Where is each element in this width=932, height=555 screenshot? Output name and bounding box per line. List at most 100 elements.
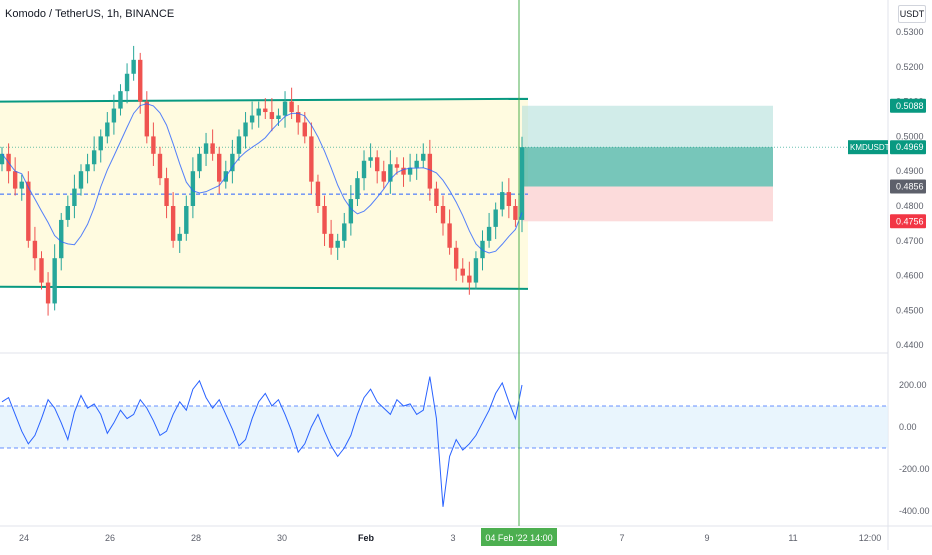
candle-body	[407, 167, 413, 175]
candle-body	[111, 108, 117, 123]
current-price-badge-symbol: KMDUSDT	[850, 143, 890, 152]
candle-body	[355, 178, 360, 200]
candle-body	[296, 112, 301, 123]
candle-body	[315, 181, 321, 206]
candle-body	[39, 258, 44, 283]
candle-body	[493, 209, 498, 227]
time-axis-label: 7	[619, 533, 624, 543]
candle-body	[59, 219, 64, 259]
candle-body	[184, 206, 189, 234]
candle-body	[144, 101, 150, 137]
candle-body	[91, 150, 97, 165]
candle-body	[500, 192, 505, 210]
candle-body	[151, 136, 156, 154]
target-price-badge-label: 0.5088	[896, 101, 924, 111]
candle-body	[440, 206, 446, 224]
candle-body	[256, 108, 261, 116]
price-axis-label: 0.4800	[896, 201, 924, 211]
time-axis-label: 11	[788, 533, 797, 543]
candle-body	[486, 226, 492, 241]
current-price-badge-bg	[890, 140, 926, 155]
candle-body	[0, 153, 5, 165]
price-axis-label: 0.5300	[896, 27, 924, 37]
candle-body	[421, 153, 426, 161]
candle-body	[276, 115, 281, 119]
candle-body	[203, 143, 209, 154]
profit-filled-zone	[522, 147, 773, 187]
channel-lower-line[interactable]	[0, 285, 529, 290]
candle-body	[302, 122, 307, 137]
time-axis-label: 9	[704, 533, 709, 543]
candle-body	[78, 171, 84, 189]
cci-line	[1, 376, 523, 507]
candle-body	[342, 223, 347, 241]
cci-axis-label: -200.00	[899, 464, 930, 474]
time-axis-label: 24	[19, 533, 29, 543]
candle-body	[52, 258, 57, 304]
candle-body	[447, 223, 452, 248]
time-axis-label: Feb	[358, 533, 375, 543]
price-axis-label: 0.4900	[896, 166, 924, 176]
time-axis-label: 30	[277, 533, 287, 543]
candle-body	[19, 181, 24, 189]
time-axis-label: 28	[191, 533, 201, 543]
candle-body	[45, 282, 51, 304]
entry-price-badge-bg	[890, 179, 926, 194]
stop-price-badge-bg	[890, 214, 926, 229]
candle-body	[388, 164, 393, 182]
time-axis-label: 26	[105, 533, 115, 543]
candle-body	[322, 206, 327, 234]
candle-body	[401, 167, 406, 175]
candle-body	[65, 206, 71, 220]
time-axis-label: 3	[450, 533, 455, 543]
candle-body	[249, 115, 255, 123]
price-axis-label: 0.4500	[896, 305, 924, 315]
candle-body	[289, 101, 294, 113]
cci-band-fill	[0, 406, 888, 448]
channel-fill	[0, 98, 528, 289]
candle-body	[190, 171, 196, 206]
profit-zone	[522, 105, 773, 187]
candle-body	[513, 206, 518, 220]
cci-axis-label: 200.00	[899, 380, 927, 390]
candle-body	[32, 240, 38, 259]
candle-body	[170, 206, 176, 241]
candle-body	[374, 157, 380, 172]
candle-body	[473, 258, 479, 283]
candle-body	[309, 136, 314, 182]
candle-body	[157, 153, 163, 179]
candle-body	[480, 240, 485, 259]
candle-body	[26, 181, 31, 241]
candle-body	[348, 199, 354, 224]
candle-body	[328, 233, 334, 248]
candle-body	[414, 160, 419, 168]
current-price-badge-label: 0.4969	[896, 142, 924, 152]
channel-upper-line[interactable]	[0, 97, 529, 103]
candle-body	[217, 153, 222, 182]
current-price-badge-symbol-bg	[848, 140, 888, 155]
candle-body	[361, 160, 367, 179]
candle-body	[197, 153, 202, 172]
candle-body	[269, 112, 275, 119]
candle-body	[230, 153, 235, 172]
candle-body	[105, 122, 110, 137]
candle-body	[427, 153, 433, 189]
candle-body	[12, 171, 18, 189]
moving-average-line	[1, 103, 523, 254]
candle-body	[210, 143, 215, 154]
candle-body	[506, 192, 512, 206]
candle-body	[467, 275, 472, 283]
candle-body	[381, 171, 386, 182]
candle-body	[434, 188, 439, 206]
price-axis-label: 0.4600	[896, 271, 924, 281]
crosshair-time-badge-bg	[481, 528, 557, 546]
candle-body	[243, 122, 248, 137]
cci-axis-label: 0.00	[899, 422, 917, 432]
price-axis-label: 0.4400	[896, 340, 924, 350]
currency-button[interactable]: USDT	[898, 5, 926, 23]
stop-price-badge-label: 0.4756	[896, 216, 924, 226]
candle-body	[282, 101, 288, 116]
candle-body	[453, 247, 459, 269]
